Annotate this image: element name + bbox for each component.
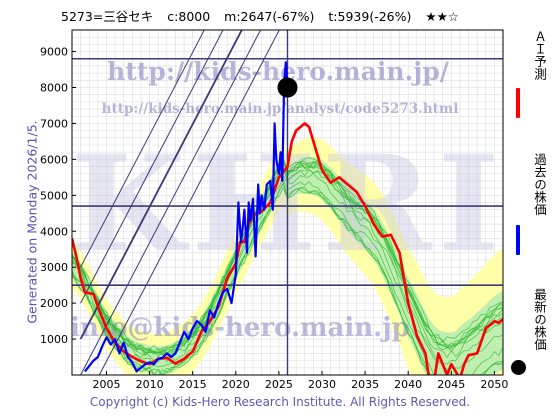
- x-tick-label: 2025: [265, 378, 293, 391]
- trend-line: [80, 30, 224, 304]
- current-price: c:8000: [167, 9, 211, 24]
- y-tick-label: 1000: [40, 333, 68, 346]
- chart-header: 5273=三谷セキ c:8000 m:2647(-67%) t:5939(-26…: [0, 6, 520, 25]
- watermark-mail: info@kids-hero.main.jp: [70, 313, 410, 343]
- y-tick-label: 2000: [40, 297, 68, 310]
- x-tick-label: 2045: [437, 378, 465, 391]
- x-tick-label: 2010: [136, 378, 164, 391]
- legend-label-price: 過去の株価: [532, 153, 547, 216]
- legend-item-latest: 最新の株価: [508, 288, 552, 388]
- latest-price-marker: [277, 77, 298, 98]
- y-tick-label: 4000: [40, 225, 68, 238]
- legend-swatch-price: [516, 225, 520, 255]
- y-tick-label: 7000: [40, 117, 68, 130]
- watermark: KHRI http://kids-hero.main.jp/ http://ki…: [70, 57, 506, 343]
- x-tick-label: 2050: [480, 378, 508, 391]
- legend-label-prediction: ＡＩ予測: [532, 30, 547, 80]
- y-tick-label: 9000: [40, 46, 68, 59]
- legend-swatch-latest: [511, 360, 526, 375]
- legend-item-prediction: ＡＩ予測: [508, 30, 552, 155]
- watermark-url: http://kids-hero.main.jp/: [107, 57, 450, 86]
- latest-point-dot: [277, 77, 298, 98]
- x-axis: 2005 2010 2015 2020 2025 2030 2035 2040 2045 2050: [92, 371, 508, 391]
- legend-item-price: 過去の株価: [508, 153, 552, 263]
- trend-line: [79, 30, 243, 340]
- x-tick-label: 2040: [394, 378, 422, 391]
- y-tick-label: 5000: [40, 189, 68, 202]
- watermark-url-page: http://kids-hero.main.jp/analyst/code527…: [102, 101, 459, 117]
- y-tick-label: 8000: [40, 82, 68, 95]
- series-layer: [72, 61, 503, 375]
- max-info: m:2647(-67%): [224, 9, 315, 24]
- prediction-line: [72, 122, 503, 375]
- copyright-footer: Copyright (c) Kids-Hero Research Institu…: [89, 395, 471, 409]
- target-info: t:5939(-26%): [328, 9, 412, 24]
- y-tick-label: 6000: [40, 153, 68, 166]
- trend-line: [80, 30, 262, 375]
- x-tick-label: 2015: [179, 378, 207, 391]
- y-axis: 1000 2000 3000 4000 5000 6000 7000 8000 9000: [40, 46, 76, 346]
- rating-stars: ★★☆: [425, 9, 459, 24]
- stock-code-name: 5273=三谷セキ: [61, 9, 154, 24]
- trend-lines: [79, 30, 280, 375]
- price-line: [84, 61, 289, 373]
- plot-frame: [71, 29, 504, 376]
- x-tick-label: 2020: [222, 378, 250, 391]
- watermark-big: KHRI: [71, 127, 506, 282]
- trend-line: [98, 30, 280, 375]
- x-tick-label: 2035: [351, 378, 379, 391]
- x-tick-label: 2005: [92, 378, 120, 391]
- legend-label-latest: 最新の株価: [532, 288, 547, 351]
- legend: ＡＩ予測 過去の株価 最新の株価: [508, 30, 552, 380]
- band-outer: [72, 137, 503, 375]
- x-tick-label: 2030: [308, 378, 336, 391]
- generated-date-note: Generated on Monday 2026/1/5.: [24, 120, 40, 324]
- y-tick-label: 3000: [40, 261, 68, 274]
- legend-swatch-prediction: [516, 88, 520, 118]
- trend-line: [80, 30, 205, 268]
